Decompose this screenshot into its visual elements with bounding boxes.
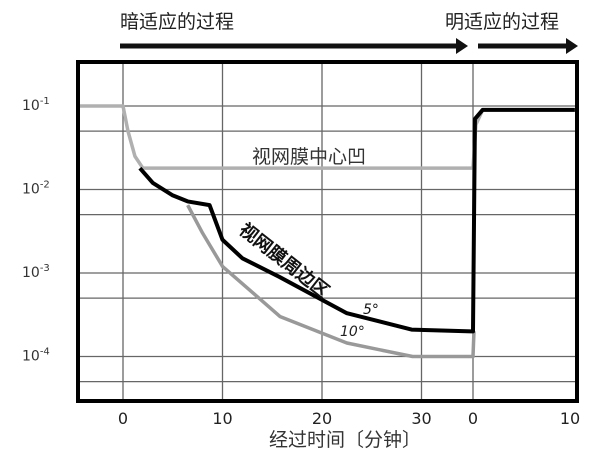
y-tick-label: 10-4 [22,347,50,365]
x-tick-labels: 0 10 20 30 0 10 [118,409,580,428]
series-line [138,107,575,334]
fovea-label: 视网膜中心凹 [252,146,366,168]
x-axis-label: 经过时间〔分钟〕 [269,429,421,451]
arrow-head [456,38,468,54]
deg10-label: 10° [340,324,365,340]
x-tick-label: 0 [118,409,128,428]
grid [78,62,577,401]
y-tick-labels: 10-1 10-2 10-3 10-4 [22,96,50,365]
x-tick-label: 20 [312,409,332,428]
x-tick-label: 30 [411,409,431,428]
y-tick-label: 10-1 [22,96,50,114]
x-tick-label: 10 [560,409,580,428]
arrow-head [566,38,578,54]
y-tick-label: 10-2 [22,180,50,198]
series-line [78,104,575,170]
x-tick-label: 0 [468,409,478,428]
x-tick-label: 10 [212,409,232,428]
plot-frame [76,60,579,403]
series-lines [78,104,575,359]
series-line [186,204,476,359]
deg5-label: 5° [363,302,379,318]
light-phase-label: 明适应的过程 [445,11,559,33]
y-tick-label: 10-3 [22,263,50,281]
dark-phase-label: 暗适应的过程 [120,11,234,33]
phase-arrows [120,38,578,54]
